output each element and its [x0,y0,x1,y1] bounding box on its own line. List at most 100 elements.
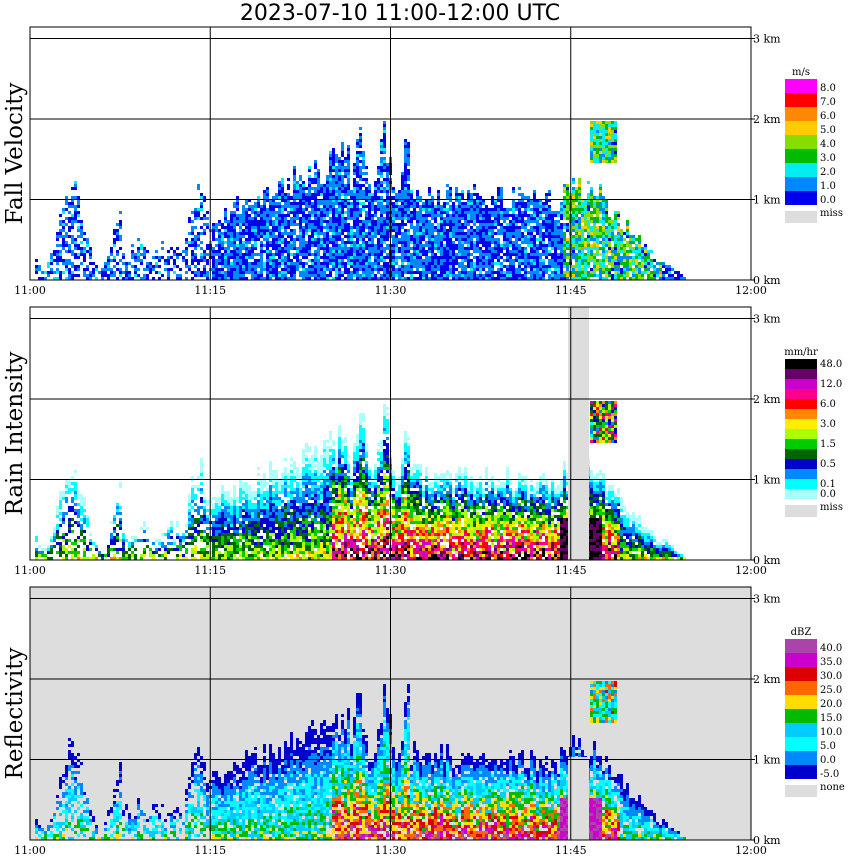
legend-label: 2.0 [820,167,836,178]
legend-label: 30.0 [820,671,842,682]
legend-swatch [785,149,817,163]
legend-swatch [785,751,817,765]
legend-missing-swatch [785,211,817,223]
legend-label: 0.0 [820,195,836,206]
x-tick-label: 12:00 [735,564,767,577]
echo-cells [35,121,686,280]
legend-swatch [785,369,817,379]
legend-missing-label: none [820,782,845,793]
legend-title: m/s [792,67,810,78]
x-tick-label: 11:45 [555,284,587,297]
legend-swatch [785,639,817,653]
legend-label: 4.0 [820,139,836,150]
x-tick-label: 11:45 [555,844,587,857]
legend-missing-swatch [785,505,817,517]
y-tick-label: 2 km [753,113,781,126]
legend-label: 0.0 [820,489,836,500]
legend-label: 12.0 [820,379,842,390]
x-tick-label: 11:15 [194,564,226,577]
legend-swatch [785,419,817,429]
legend-swatch [785,359,817,369]
colorbar-legend: m/s 8.0 7.0 6.0 5.0 4.0 3.0 2.0 1.0 0.0 miss [785,67,843,223]
legend-label: 35.0 [820,657,842,668]
legend-label: 1.0 [820,181,836,192]
legend-label: 48.0 [820,359,842,370]
plot-frame [29,306,752,561]
legend-label: 5.0 [820,741,836,752]
legend-swatch [785,469,817,479]
legend-swatch [785,681,817,695]
x-tick-label: 11:15 [194,844,226,857]
fall-velocity-panel: 11:00 11:15 11:30 11:45 12:000 km 1 km 2 km 3 k… [2,26,843,297]
x-tick-label: 11:30 [375,844,407,857]
legend-swatch [785,409,817,419]
legend-swatch [785,389,817,399]
x-tick-label: 11:00 [14,844,46,857]
legend-label: 0.5 [820,459,836,470]
legend-label: 3.0 [820,419,836,430]
x-tick-label: 11:00 [14,564,46,577]
y-tick-label: 0 km [753,834,781,847]
legend-swatch [785,79,817,93]
legend-swatch [785,191,817,205]
plot-frame [29,26,752,281]
x-tick-label: 11:15 [194,284,226,297]
colorbar-legend: dBZ 40.0 35.0 30.0 25.0 20.0 15.0 10.0 5.0 0.0 -5.… [785,627,845,797]
x-tick-label: 12:00 [735,284,767,297]
legend-swatch [785,489,817,499]
legend-swatch [785,177,817,191]
legend-swatch [785,449,817,459]
legend-label: 1.5 [820,439,836,450]
legend-label: 10.0 [820,727,842,738]
legend-label: 3.0 [820,153,836,164]
legend-label: 6.0 [820,399,836,410]
legend-title: dBZ [791,627,812,638]
legend-label: 40.0 [820,643,842,654]
x-tick-label: 11:00 [14,284,46,297]
y-tick-label: 2 km [753,673,781,686]
legend-swatch [785,667,817,681]
legend-swatch [785,653,817,667]
legend-label: 7.0 [820,97,836,108]
missing-data-column [568,307,589,560]
x-tick-label: 12:00 [735,844,767,857]
y-tick-label: 3 km [753,33,781,46]
legend-label: -5.0 [820,769,839,780]
x-tick-label: 11:45 [555,564,587,577]
legend-missing-label: miss [820,208,843,219]
legend-swatch [785,107,817,121]
legend-label: 5.0 [820,125,836,136]
legend-swatch [785,765,817,779]
y-tick-label: 0 km [753,274,781,287]
legend-swatch [785,479,817,489]
legend-swatch [785,429,817,439]
legend-label: 15.0 [820,713,842,724]
y-tick-label: 1 km [753,754,781,767]
y-tick-label: 0 km [753,554,781,567]
legend-label: 8.0 [820,83,836,94]
legend-label: 0.0 [820,755,836,766]
legend-swatch [785,459,817,469]
echo-cells [35,681,686,840]
legend-swatch [785,737,817,751]
y-tick-label: 3 km [753,313,781,326]
panel-label: Rain Intensity [2,351,28,515]
x-tick-label: 11:30 [375,564,407,577]
legend-swatch [785,379,817,389]
legend-title: mm/hr [784,347,818,358]
y-tick-label: 1 km [753,474,781,487]
echo-cells [35,401,686,560]
panel-label: Reflectivity [2,648,28,780]
legend-label: 6.0 [820,111,836,122]
y-tick-label: 1 km [753,194,781,207]
legend-label: 25.0 [820,685,842,696]
y-tick-label: 3 km [753,593,781,606]
legend-swatch [785,121,817,135]
legend-missing-label: miss [820,502,843,513]
x-tick-label: 11:30 [375,284,407,297]
legend-label: 0.1 [820,479,836,490]
y-tick-label: 2 km [753,393,781,406]
figure-title: 2023-07-10 11:00-12:00 UTC [239,1,561,26]
